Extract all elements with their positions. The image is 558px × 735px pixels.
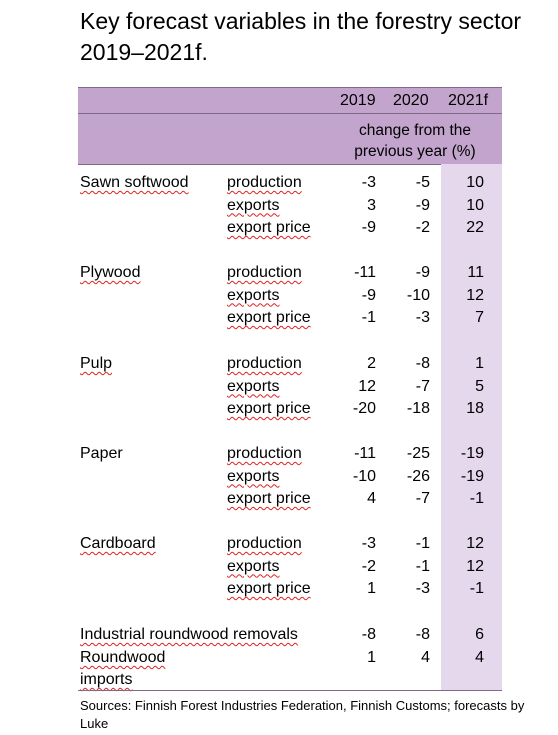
value-cell: 4: [475, 649, 484, 666]
value-cell: -3: [361, 535, 376, 552]
year-2021f-header: 2021f: [448, 92, 489, 109]
metric-label: production: [227, 355, 302, 372]
value-cell: 11: [467, 264, 484, 281]
value-cell: -11: [354, 445, 376, 462]
forecast-column-shading: [441, 164, 502, 690]
metric-label: export price: [227, 219, 311, 236]
value-cell: -8: [415, 626, 430, 643]
value-cell: 18: [466, 400, 484, 417]
group-label: Sawn softwood: [80, 174, 189, 191]
value-cell: -10: [352, 467, 376, 485]
value-cell: -8: [415, 355, 430, 372]
metric-label: production: [227, 445, 302, 462]
value-cell: -9: [361, 219, 376, 236]
value-cell: -1: [469, 580, 484, 597]
value-cell: 22: [466, 219, 484, 236]
sources-note: Sources: Finnish Forest Industries Feder…: [80, 698, 525, 731]
metric-label: exports: [227, 286, 280, 304]
value-cell: 4: [421, 649, 430, 666]
unit-note: change from the previous year (%): [354, 122, 476, 160]
value-cell: 1: [367, 649, 376, 666]
metric-label: export price: [227, 580, 311, 597]
group-label: Paper: [80, 445, 123, 462]
value-cell: 10: [466, 174, 484, 191]
value-cell: 12: [466, 557, 484, 575]
value-cell: -1: [415, 557, 430, 575]
value-cell: -1: [361, 309, 376, 326]
year-2019-header: 2019: [340, 92, 376, 109]
value-cell: -20: [352, 400, 376, 417]
value-cell: -25: [406, 445, 430, 462]
metric-label: production: [227, 174, 302, 191]
value-cell: -7: [415, 490, 430, 507]
value-cell: 1: [475, 355, 484, 372]
metric-label: export price: [227, 309, 311, 326]
value-cell: -9: [415, 196, 430, 214]
value-cell: 12: [466, 286, 484, 304]
value-cell: -10: [406, 286, 430, 304]
group-label: Pulp: [80, 355, 113, 372]
value-cell: 3: [367, 196, 376, 214]
value-cell: -2: [415, 219, 430, 236]
metric-label: export price: [227, 490, 311, 507]
value-cell: -3: [361, 174, 376, 191]
group-label: Plywood: [80, 264, 141, 281]
value-cell: -7: [415, 377, 430, 395]
metric-label: production: [227, 535, 302, 552]
metric-label: exports: [227, 377, 280, 395]
value-cell: -1: [469, 490, 484, 507]
value-cell: -9: [361, 286, 376, 304]
value-cell: -3: [415, 309, 430, 326]
extra-row-label: Industrial roundwood removals: [80, 626, 298, 643]
value-cell: -9: [415, 264, 430, 281]
metric-label: export price: [227, 400, 311, 417]
year-2020-header: 2020: [393, 92, 429, 109]
group-label: Cardboard: [80, 535, 156, 552]
value-cell: -2: [361, 557, 376, 575]
value-cell: 12: [358, 377, 376, 395]
value-cell: -19: [460, 445, 484, 462]
table-bottom-border: [78, 690, 502, 691]
metric-label: exports: [227, 557, 280, 575]
extra-row-label: Roundwood imports: [80, 649, 166, 688]
year-header-row: 2019 2020 2021f: [78, 87, 502, 114]
value-cell: 1: [367, 580, 376, 597]
value-cell: -11: [354, 264, 376, 281]
value-cell: 10: [466, 196, 484, 214]
metric-label: production: [227, 264, 302, 281]
value-cell: -19: [460, 467, 484, 485]
value-cell: -3: [415, 580, 430, 597]
value-cell: 5: [475, 377, 484, 395]
value-cell: -18: [406, 400, 430, 417]
page-title: Key forecast variables in the forestry s…: [80, 8, 522, 65]
unit-header-row: change from the previous year (%): [78, 114, 502, 165]
value-cell: 12: [466, 535, 484, 552]
metric-label: exports: [227, 467, 280, 485]
value-cell: 6: [475, 626, 484, 643]
value-cell: 2: [367, 355, 376, 372]
value-cell: -5: [415, 174, 430, 191]
value-cell: -26: [406, 467, 430, 485]
value-cell: 4: [367, 490, 376, 507]
metric-label: exports: [227, 196, 280, 214]
value-cell: -8: [361, 626, 376, 643]
value-cell: 7: [475, 309, 484, 326]
value-cell: -1: [415, 535, 430, 552]
